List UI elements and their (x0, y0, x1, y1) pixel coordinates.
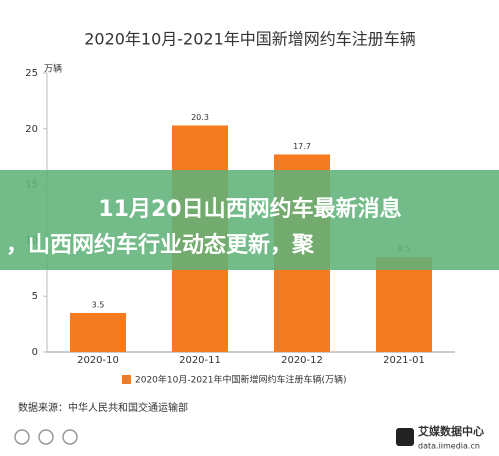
source: 数据来源：中华人民共和国交通运输部 (18, 401, 188, 414)
banner (0, 170, 499, 270)
legend-swatch (122, 375, 131, 384)
bar (376, 257, 432, 352)
value-label: 3.5 (92, 300, 105, 309)
x-tick-label: 2020-11 (179, 355, 221, 366)
value-label: 17.7 (293, 142, 311, 151)
x-tick-label: 2020-12 (281, 355, 323, 366)
legend: 2020年10月-2021年中国新增网约车注册车辆(万辆) (122, 374, 347, 386)
x-tick-label: 2020-10 (77, 355, 119, 366)
license-icons (14, 429, 78, 445)
y-tick-label: 0 (32, 347, 38, 358)
logo-url: data.iimedia.cn (418, 442, 480, 451)
bar (70, 312, 126, 352)
y-tick-label: 5 (32, 291, 38, 302)
y-tick-label: 20 (25, 124, 38, 135)
chart-title: 2020年10月-2021年中国新增网约车注册车辆 (84, 30, 416, 49)
logo-icon (396, 428, 414, 446)
legend-label: 2020年10月-2021年中国新增网约车注册车辆(万辆) (135, 374, 347, 386)
value-label: 20.3 (191, 113, 209, 122)
x-tick-label: 2021-01 (383, 355, 425, 366)
logo-name: 艾媒数据中心 (418, 424, 484, 438)
banner-line: 11月20日山西网约车最新消息 (98, 196, 401, 222)
banner-line: ，山西网约车行业动态更新，聚 (6, 232, 315, 258)
y-tick-label: 25 (25, 68, 38, 79)
y-unit: 万辆 (44, 63, 62, 75)
